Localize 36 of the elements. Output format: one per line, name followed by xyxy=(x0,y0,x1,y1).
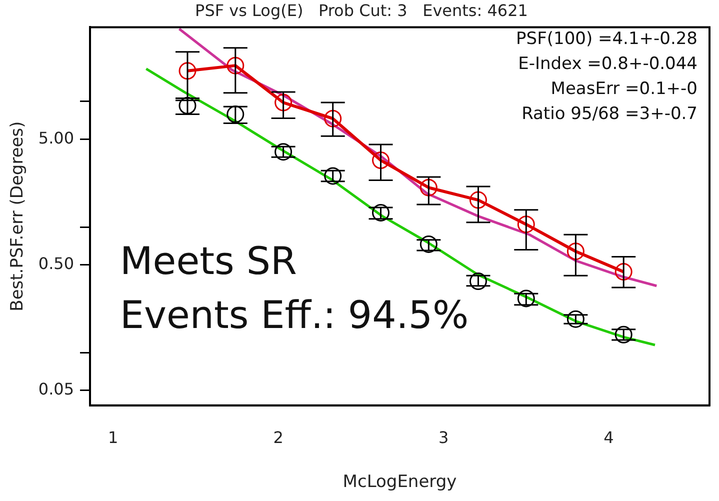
x-axis-title: McLogEnergy xyxy=(342,472,457,492)
y-tick-label: 0.50 xyxy=(38,254,74,273)
point xyxy=(178,62,196,80)
point xyxy=(226,106,244,124)
point xyxy=(178,96,196,114)
point xyxy=(324,167,342,185)
point xyxy=(517,290,535,308)
point xyxy=(420,235,438,253)
point xyxy=(372,152,390,170)
annotation: Events Eff.: 94.5% xyxy=(120,293,469,338)
point xyxy=(517,216,535,234)
chart-title: PSF vs Log(E) Prob Cut: 3 Events: 4621 xyxy=(195,0,528,20)
y-tick-label: 0.05 xyxy=(38,380,74,399)
point xyxy=(469,191,487,209)
point xyxy=(566,310,584,328)
point xyxy=(274,94,292,112)
y-tick-label: 5.00 xyxy=(38,128,74,148)
annotation: MeasErr =0.1+-0 xyxy=(550,79,698,100)
x-tick-label: 1 xyxy=(108,428,118,448)
x-tick-label: 2 xyxy=(273,428,284,448)
annotation: PSF(100) =4.1+-0.28 xyxy=(516,29,698,50)
point xyxy=(372,204,390,222)
point xyxy=(324,110,342,128)
point xyxy=(566,242,584,260)
x-tick-label: 4 xyxy=(604,428,614,448)
point xyxy=(469,272,487,290)
annotation: Ratio 95/68 =3+-0.7 xyxy=(522,104,698,124)
point xyxy=(614,326,632,344)
point xyxy=(614,263,632,281)
point xyxy=(420,178,438,196)
annotation: E-Index =0.8+-0.044 xyxy=(518,54,698,74)
point xyxy=(226,56,244,74)
point xyxy=(274,143,292,161)
annotation: Meets SR xyxy=(120,239,297,284)
x-tick-label: 3 xyxy=(438,428,449,448)
y-axis-title: Best.PSF.err (Degrees) xyxy=(8,121,28,312)
